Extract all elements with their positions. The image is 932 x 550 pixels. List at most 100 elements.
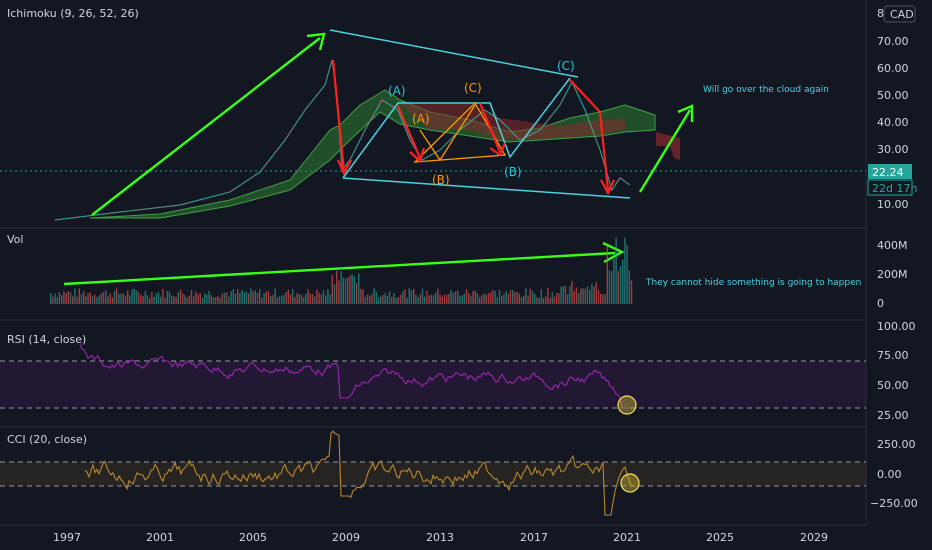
volume-bar [558,293,560,304]
time-tick: 2013 [426,531,454,544]
volume-bar [593,286,595,304]
rsi-tick: 100.00 [877,320,916,333]
cci-axis[interactable]: 250.00 0.00 −250.00 [870,438,918,510]
wave-abc-cyan[interactable] [342,77,571,179]
note-volume: They cannot hide something is going to h… [645,278,861,288]
volume-bar [391,297,393,304]
volume-bar [316,289,318,304]
countdown-badge [867,179,913,196]
volume-bar [606,246,608,304]
volume-bar [591,283,593,304]
volume-bar [342,277,344,304]
channel-upper-line[interactable] [329,29,579,78]
volume-bar [91,296,94,304]
volume-bar [276,297,278,304]
volume-bar [505,291,507,304]
volume-bar [397,297,399,304]
volume-bar [597,289,600,304]
volume-bar [472,291,474,304]
volume-bar [116,288,118,304]
volume-bar [120,293,122,304]
volume-bar [298,294,300,304]
volume-bar [199,293,201,304]
wave-inner-orange[interactable] [419,104,476,162]
red-arrows[interactable] [331,59,615,196]
last-price-badge [868,164,912,179]
volume-bar [221,293,223,304]
time-axis[interactable]: 1997 2001 2005 2009 2013 2017 2021 2025 … [53,531,828,544]
volume-bar [536,297,538,304]
price-tick: 30.00 [877,143,909,156]
volume-bar [450,289,452,304]
volume-bar [567,294,569,304]
volume-bar [254,290,256,304]
volume-bar [309,294,311,304]
volume-bar [457,290,459,304]
price-series [54,59,631,221]
volume-bar [556,293,558,304]
volume-bar [468,293,470,304]
volume-bar [333,284,336,304]
volume-bar [413,288,415,304]
volume-bar [127,290,129,304]
volume-bar [569,285,571,304]
volume-bar [265,291,267,304]
time-tick: 2021 [613,531,641,544]
volume-bars [50,237,633,304]
price-tick: 10.00 [877,198,909,211]
volume-bar [289,294,292,304]
volume-bar [179,289,182,304]
volume-bar [547,288,549,304]
volume-bar [584,288,586,304]
volume-bar [518,293,520,304]
volume-bar [129,295,131,304]
volume-bar [166,290,168,304]
volume-bar [131,289,133,304]
volume-bar [322,290,325,304]
volume-bar [186,297,188,304]
volume-bar [340,271,342,304]
volume-bar [362,289,364,304]
volume-bar [344,278,347,304]
volume-bar [58,292,61,304]
volume-bar [622,259,624,304]
volume-bar [463,293,465,304]
volume-bar [355,283,358,304]
last-price-value: 22.24 [872,166,904,179]
volume-bar [492,290,494,304]
time-tick: 2025 [706,531,734,544]
rsi-axis[interactable]: 100.00 75.00 50.00 25.00 [877,320,916,422]
volume-bar [105,290,107,304]
wave-label-b-cyan: (B) [504,165,522,179]
volume-label[interactable]: Vol [7,233,23,246]
volume-bar [230,291,232,304]
volume-bar [571,281,573,304]
volume-bar [100,293,102,304]
volume-bar [529,288,531,304]
volume-bar [461,295,463,304]
volume-bar [201,297,204,304]
rsi-highlight-circle[interactable] [617,395,637,415]
channel-lower-line[interactable] [342,177,631,199]
cci-label[interactable]: CCI (20, close) [7,433,87,446]
volume-bar [78,288,80,304]
rsi-tick: 50.00 [877,379,909,392]
price-tick: 40.00 [877,116,909,129]
cci-highlight-circle[interactable] [620,473,640,493]
volume-bar [151,292,153,304]
rsi-label[interactable]: RSI (14, close) [7,333,86,346]
ichimoku-label[interactable]: Ichimoku (9, 26, 52, 26) [7,7,139,20]
volume-bar [465,289,468,304]
volume-bar [292,289,294,304]
volume-bar [399,294,402,304]
volume-tick: 0 [877,297,884,310]
rsi-tick: 25.00 [877,409,909,422]
volume-axis[interactable]: 400M 200M 0 [877,239,908,310]
green-arrows[interactable] [63,32,694,286]
volume-bar [624,237,626,304]
volume-bar [65,293,67,304]
currency-badge[interactable] [883,5,916,23]
